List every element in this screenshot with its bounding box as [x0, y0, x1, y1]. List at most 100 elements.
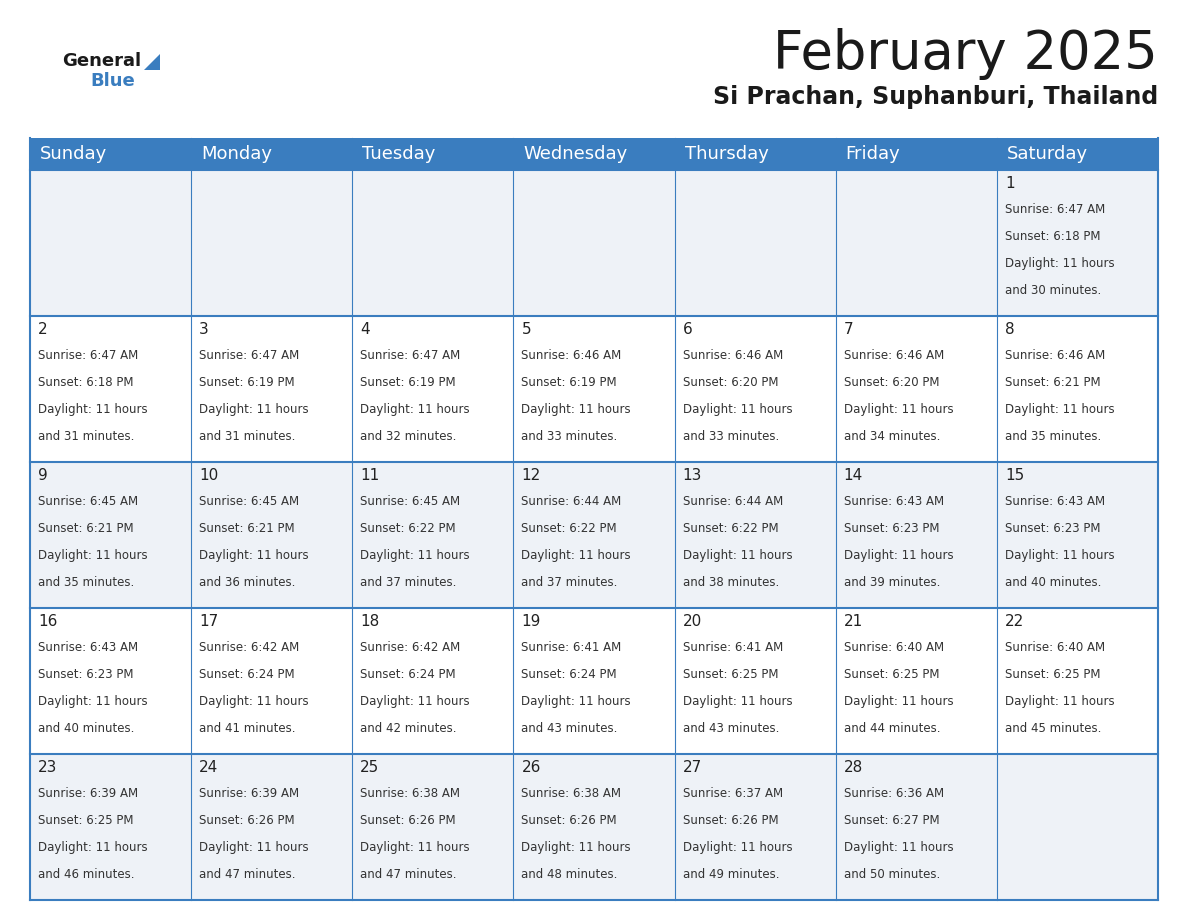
Text: Daylight: 11 hours: Daylight: 11 hours [683, 841, 792, 854]
Text: Daylight: 11 hours: Daylight: 11 hours [843, 695, 953, 708]
Text: Daylight: 11 hours: Daylight: 11 hours [522, 695, 631, 708]
Text: Sunset: 6:22 PM: Sunset: 6:22 PM [360, 522, 456, 535]
Text: Sunset: 6:19 PM: Sunset: 6:19 PM [360, 376, 456, 389]
Text: 3: 3 [200, 322, 209, 337]
Text: Saturday: Saturday [1007, 145, 1088, 163]
Text: Daylight: 11 hours: Daylight: 11 hours [200, 549, 309, 562]
Text: 7: 7 [843, 322, 853, 337]
Text: Sunrise: 6:46 AM: Sunrise: 6:46 AM [843, 349, 944, 362]
Text: and 37 minutes.: and 37 minutes. [360, 576, 456, 589]
Text: 22: 22 [1005, 614, 1024, 629]
Text: Sunrise: 6:47 AM: Sunrise: 6:47 AM [1005, 203, 1105, 216]
Text: Daylight: 11 hours: Daylight: 11 hours [522, 841, 631, 854]
Text: Sunrise: 6:43 AM: Sunrise: 6:43 AM [1005, 495, 1105, 508]
Text: Blue: Blue [90, 72, 134, 90]
Text: Sunrise: 6:45 AM: Sunrise: 6:45 AM [38, 495, 138, 508]
Text: 17: 17 [200, 614, 219, 629]
Text: Sunrise: 6:41 AM: Sunrise: 6:41 AM [522, 641, 621, 654]
Text: Daylight: 11 hours: Daylight: 11 hours [683, 403, 792, 416]
Text: Wednesday: Wednesday [524, 145, 627, 163]
Text: and 35 minutes.: and 35 minutes. [1005, 430, 1101, 443]
Text: and 39 minutes.: and 39 minutes. [843, 576, 940, 589]
Text: Sunset: 6:24 PM: Sunset: 6:24 PM [360, 668, 456, 681]
Text: General: General [62, 52, 141, 70]
Text: Sunset: 6:25 PM: Sunset: 6:25 PM [38, 814, 133, 827]
Text: 16: 16 [38, 614, 57, 629]
Bar [30, 608, 1158, 754]
Text: 5: 5 [522, 322, 531, 337]
Text: 15: 15 [1005, 468, 1024, 483]
Text: and 48 minutes.: and 48 minutes. [522, 868, 618, 881]
Text: Daylight: 11 hours: Daylight: 11 hours [360, 549, 470, 562]
Text: Sunset: 6:25 PM: Sunset: 6:25 PM [843, 668, 940, 681]
Polygon shape [144, 54, 160, 70]
Text: Daylight: 11 hours: Daylight: 11 hours [683, 549, 792, 562]
Text: Daylight: 11 hours: Daylight: 11 hours [38, 841, 147, 854]
Bar [30, 754, 1158, 900]
Text: Sunset: 6:24 PM: Sunset: 6:24 PM [200, 668, 295, 681]
Text: Sunrise: 6:40 AM: Sunrise: 6:40 AM [843, 641, 943, 654]
Text: 13: 13 [683, 468, 702, 483]
Text: Sunset: 6:23 PM: Sunset: 6:23 PM [38, 668, 133, 681]
Text: 19: 19 [522, 614, 541, 629]
Text: Daylight: 11 hours: Daylight: 11 hours [200, 841, 309, 854]
Text: 2: 2 [38, 322, 48, 337]
Text: and 42 minutes.: and 42 minutes. [360, 722, 456, 735]
Text: and 41 minutes.: and 41 minutes. [200, 722, 296, 735]
Text: Sunrise: 6:43 AM: Sunrise: 6:43 AM [843, 495, 943, 508]
Text: Sunset: 6:21 PM: Sunset: 6:21 PM [1005, 376, 1100, 389]
Text: 20: 20 [683, 614, 702, 629]
Text: 4: 4 [360, 322, 369, 337]
Text: and 50 minutes.: and 50 minutes. [843, 868, 940, 881]
Text: Sunrise: 6:44 AM: Sunrise: 6:44 AM [683, 495, 783, 508]
Text: and 47 minutes.: and 47 minutes. [200, 868, 296, 881]
Text: 21: 21 [843, 614, 862, 629]
Text: 8: 8 [1005, 322, 1015, 337]
Text: Sunday: Sunday [40, 145, 107, 163]
Text: Sunset: 6:18 PM: Sunset: 6:18 PM [1005, 230, 1100, 243]
Text: Sunrise: 6:38 AM: Sunrise: 6:38 AM [522, 787, 621, 800]
Text: 24: 24 [200, 760, 219, 775]
Text: February 2025: February 2025 [773, 28, 1158, 80]
Text: 26: 26 [522, 760, 541, 775]
Text: Daylight: 11 hours: Daylight: 11 hours [843, 549, 953, 562]
Text: Sunset: 6:26 PM: Sunset: 6:26 PM [522, 814, 617, 827]
Text: Daylight: 11 hours: Daylight: 11 hours [200, 695, 309, 708]
Text: 1: 1 [1005, 176, 1015, 191]
Text: Daylight: 11 hours: Daylight: 11 hours [38, 403, 147, 416]
Text: Sunset: 6:22 PM: Sunset: 6:22 PM [683, 522, 778, 535]
Text: Sunset: 6:24 PM: Sunset: 6:24 PM [522, 668, 617, 681]
Text: and 31 minutes.: and 31 minutes. [38, 430, 134, 443]
Text: Sunset: 6:26 PM: Sunset: 6:26 PM [360, 814, 456, 827]
Text: Sunset: 6:18 PM: Sunset: 6:18 PM [38, 376, 133, 389]
Text: Sunset: 6:21 PM: Sunset: 6:21 PM [38, 522, 133, 535]
Text: Sunset: 6:19 PM: Sunset: 6:19 PM [522, 376, 617, 389]
Text: and 45 minutes.: and 45 minutes. [1005, 722, 1101, 735]
Text: Sunrise: 6:42 AM: Sunrise: 6:42 AM [360, 641, 461, 654]
Text: and 46 minutes.: and 46 minutes. [38, 868, 134, 881]
Text: and 40 minutes.: and 40 minutes. [38, 722, 134, 735]
Text: Sunrise: 6:38 AM: Sunrise: 6:38 AM [360, 787, 460, 800]
Text: 6: 6 [683, 322, 693, 337]
Text: 9: 9 [38, 468, 48, 483]
Text: Sunrise: 6:45 AM: Sunrise: 6:45 AM [360, 495, 461, 508]
Text: and 37 minutes.: and 37 minutes. [522, 576, 618, 589]
Text: 10: 10 [200, 468, 219, 483]
Text: Sunset: 6:25 PM: Sunset: 6:25 PM [683, 668, 778, 681]
Text: 23: 23 [38, 760, 57, 775]
Text: and 35 minutes.: and 35 minutes. [38, 576, 134, 589]
Text: and 43 minutes.: and 43 minutes. [683, 722, 779, 735]
Text: Sunrise: 6:39 AM: Sunrise: 6:39 AM [38, 787, 138, 800]
Text: and 40 minutes.: and 40 minutes. [1005, 576, 1101, 589]
Text: 11: 11 [360, 468, 379, 483]
Text: Daylight: 11 hours: Daylight: 11 hours [683, 695, 792, 708]
Text: Daylight: 11 hours: Daylight: 11 hours [200, 403, 309, 416]
Text: Sunrise: 6:43 AM: Sunrise: 6:43 AM [38, 641, 138, 654]
Text: Sunrise: 6:46 AM: Sunrise: 6:46 AM [522, 349, 621, 362]
Text: Sunset: 6:20 PM: Sunset: 6:20 PM [683, 376, 778, 389]
Text: Daylight: 11 hours: Daylight: 11 hours [360, 695, 470, 708]
Text: Daylight: 11 hours: Daylight: 11 hours [38, 695, 147, 708]
Text: Daylight: 11 hours: Daylight: 11 hours [843, 403, 953, 416]
Text: and 49 minutes.: and 49 minutes. [683, 868, 779, 881]
Text: Daylight: 11 hours: Daylight: 11 hours [522, 549, 631, 562]
